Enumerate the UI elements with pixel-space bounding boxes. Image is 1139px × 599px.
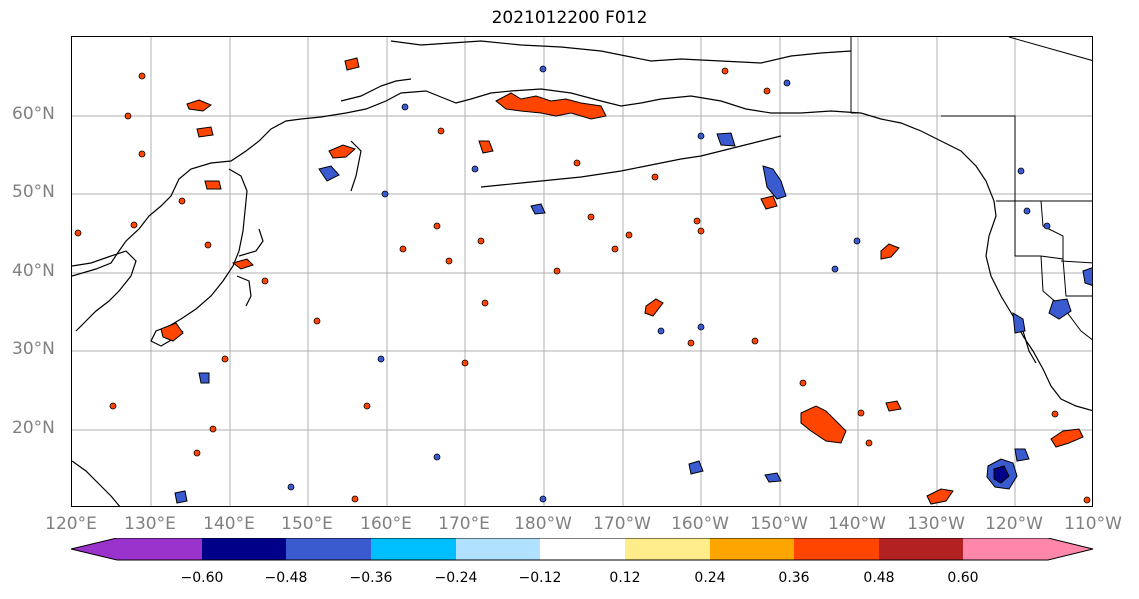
colorbar — [70, 538, 1094, 561]
lat-label: 30°N — [12, 339, 55, 359]
borders — [850, 37, 1092, 341]
lon-label: 170°E — [438, 514, 490, 534]
forecast-map — [72, 37, 1092, 506]
colorbar-tick: −0.60 — [180, 570, 224, 586]
lon-label: 150°W — [750, 514, 808, 534]
colorbar-segments — [71, 538, 1093, 560]
lon-label: 150°E — [281, 514, 333, 534]
colorbar-segment — [963, 538, 1093, 560]
lon-label: 160°E — [360, 514, 412, 534]
coastlines — [72, 40, 1092, 506]
lat-label: 20°N — [12, 418, 55, 438]
lon-label: 170°W — [593, 514, 651, 534]
lon-label: 160°W — [671, 514, 729, 534]
colorbar-tick: −0.48 — [264, 570, 308, 586]
colorbar-tick: 0.36 — [778, 570, 810, 586]
lat-label: 40°N — [12, 261, 55, 281]
lon-label: 130°W — [907, 514, 965, 534]
negative-anomalies — [174, 132, 1092, 504]
lon-label: 110°W — [1064, 514, 1122, 534]
small-anomalies — [74, 65, 1091, 504]
colorbar-tick: −0.36 — [349, 570, 393, 586]
colorbar-tick: 0.12 — [609, 570, 641, 586]
colorbar-segment — [202, 538, 286, 560]
lon-label: 120°W — [985, 514, 1043, 534]
lat-label: 60°N — [12, 104, 55, 124]
colorbar-segment — [710, 538, 794, 560]
colorbar-tick: 0.48 — [863, 570, 895, 586]
colorbar-segment — [879, 538, 963, 560]
lon-label: 180°W — [514, 514, 572, 534]
colorbar-tick: −0.24 — [434, 570, 478, 586]
lon-label: 120°E — [45, 514, 97, 534]
colorbar-tick: 0.24 — [694, 570, 726, 586]
map-panel — [71, 36, 1093, 507]
colorbar-tick: 0.60 — [947, 570, 979, 586]
colorbar-segment — [540, 538, 625, 560]
colorbar-segment — [371, 538, 456, 560]
colorbar-segment — [625, 538, 710, 560]
colorbar-segment — [71, 538, 202, 560]
colorbar-segment — [456, 538, 540, 560]
colorbar-segment — [794, 538, 879, 560]
lon-label: 130°E — [124, 514, 176, 534]
map-title: 2021012200 F012 — [491, 8, 648, 28]
positive-anomalies — [160, 57, 1084, 505]
lon-label: 140°E — [203, 514, 255, 534]
colorbar-segment — [286, 538, 371, 560]
lon-label: 140°W — [828, 514, 886, 534]
lat-label: 50°N — [12, 182, 55, 202]
colorbar-tick: −0.12 — [518, 570, 562, 586]
